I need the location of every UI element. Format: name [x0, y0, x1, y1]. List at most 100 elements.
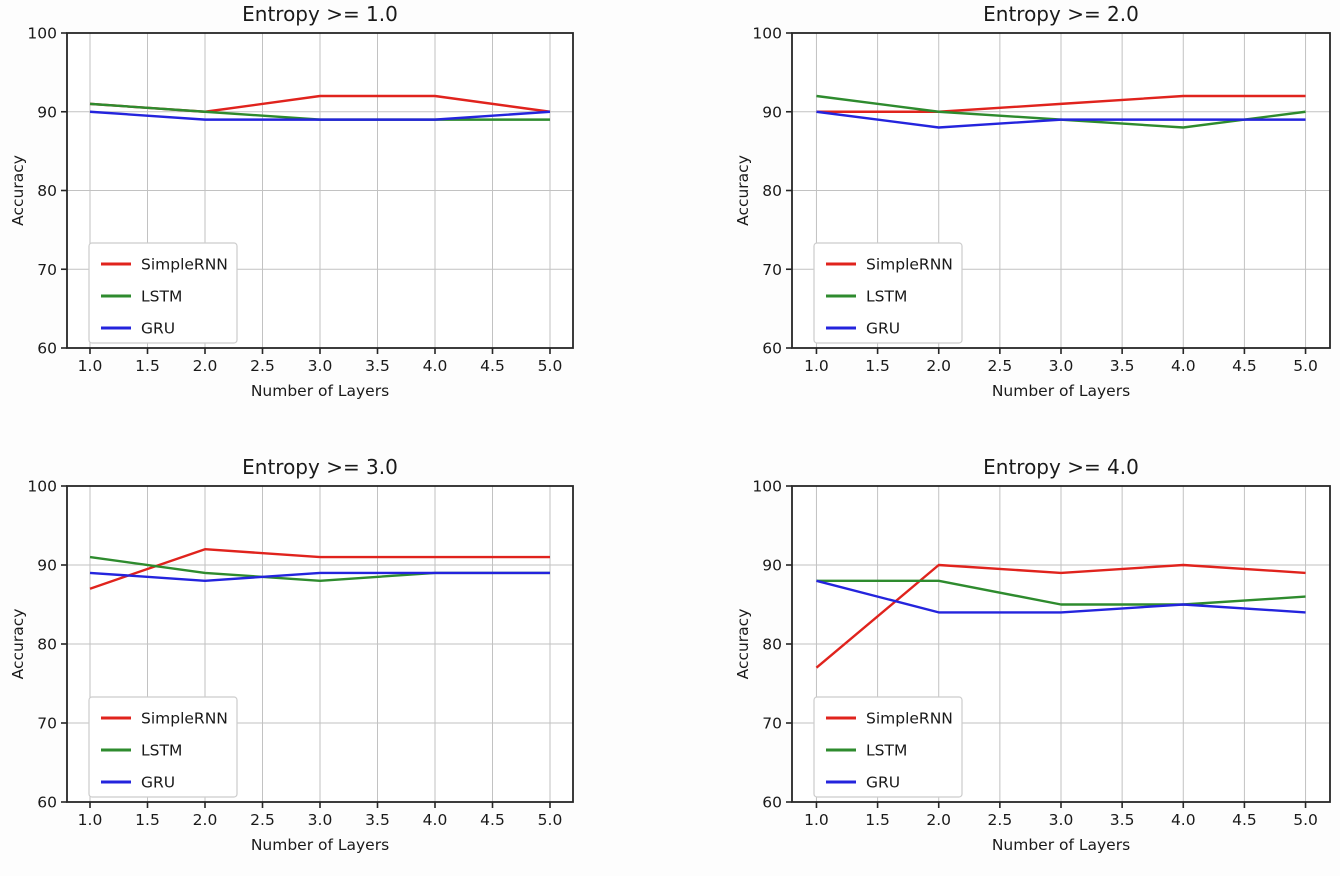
- x-tick-label: 2.0: [926, 811, 951, 829]
- subplot-entropy-ge-2: 1.0 1.5 2.0 2.5 3.0 3.5 4.0 4.5 5.0 60 70 80 90 100 En…: [670, 0, 1340, 438]
- y-tick-label: 90: [762, 103, 782, 121]
- y-tick-label: 90: [37, 557, 57, 575]
- x-tick-label: 2.0: [926, 357, 951, 375]
- subplot-entropy-ge-4: 1.0 1.5 2.0 2.5 3.0 3.5 4.0 4.5 5.0 60 70 80 90 100 En…: [670, 438, 1340, 876]
- legend-label-lstm: LSTM: [866, 288, 907, 306]
- x-tick-label: 1.0: [78, 357, 103, 375]
- x-axis-label: Number of Layers: [992, 382, 1130, 400]
- x-tick-label: 2.0: [193, 811, 218, 829]
- series-line-gru: [89, 110, 551, 121]
- chart-title: Entropy >= 4.0: [983, 455, 1139, 479]
- x-tick-label: 2.5: [250, 811, 275, 829]
- x-tick-label: 4.5: [480, 811, 505, 829]
- legend-label-gru: GRU: [866, 320, 900, 338]
- y-axis-label: Accuracy: [9, 609, 27, 680]
- x-tick-label: 4.0: [1171, 811, 1196, 829]
- y-tick-label: 60: [762, 340, 782, 358]
- x-tick-label: 4.5: [480, 357, 505, 375]
- series-line-gru: [816, 579, 1306, 614]
- y-tick-label: 80: [37, 636, 57, 654]
- x-tick-label: 5.0: [538, 357, 563, 375]
- legend-label-simplernn: SimpleRNN: [866, 256, 953, 274]
- legend-box: [88, 696, 238, 798]
- legend-label-simplernn: SimpleRNN: [141, 710, 228, 728]
- x-tick-label: 3.5: [1110, 357, 1135, 375]
- x-tick-label: 4.5: [1232, 357, 1257, 375]
- y-tick-label: 100: [752, 478, 782, 496]
- series-line-simplernn: [815, 563, 1306, 669]
- x-tick-label: 2.5: [988, 811, 1013, 829]
- x-tick-label: 3.5: [365, 357, 390, 375]
- x-tick-label: 1.5: [135, 811, 160, 829]
- y-tick-label: 60: [762, 794, 782, 812]
- legend-label-gru: GRU: [141, 320, 175, 338]
- x-tick-label: 2.5: [988, 357, 1013, 375]
- y-tick-label: 90: [37, 103, 57, 121]
- legend-box: [813, 242, 963, 344]
- series-line-simplernn: [89, 547, 550, 590]
- x-tick-label: 2.5: [250, 357, 275, 375]
- y-tick-label: 70: [762, 715, 782, 733]
- x-tick-label: 3.5: [1110, 811, 1135, 829]
- y-axis-label: Accuracy: [734, 155, 752, 226]
- legend: SimpleRNN LSTM GRU: [88, 696, 238, 798]
- line-chart: 1.0 1.5 2.0 2.5 3.0 3.5 4.0 4.5 5.0 60 70 80 90 100 En…: [9, 2, 574, 400]
- x-tick-label: 3.0: [1049, 357, 1074, 375]
- x-tick-label: 5.0: [1293, 811, 1318, 829]
- x-tick-label: 4.0: [1171, 357, 1196, 375]
- x-tick-label: 4.0: [423, 811, 448, 829]
- x-tick-label: 5.0: [1293, 357, 1318, 375]
- y-tick-label: 80: [762, 182, 782, 200]
- y-tick-label: 80: [762, 636, 782, 654]
- line-chart: 1.0 1.5 2.0 2.5 3.0 3.5 4.0 4.5 5.0 60 70 80 90 100 En…: [9, 455, 574, 854]
- series-line-gru: [816, 110, 1306, 129]
- chart-title: Entropy >= 1.0: [242, 2, 398, 26]
- y-tick-label: 100: [27, 478, 57, 496]
- legend-label-gru: GRU: [866, 774, 900, 792]
- x-tick-label: 1.5: [865, 811, 890, 829]
- y-axis-label: Accuracy: [9, 155, 27, 226]
- legend-box: [88, 242, 238, 344]
- line-chart: 1.0 1.5 2.0 2.5 3.0 3.5 4.0 4.5 5.0 60 70 80 90 100 En…: [734, 2, 1331, 400]
- x-tick-label: 1.0: [804, 357, 829, 375]
- y-tick-label: 60: [37, 340, 57, 358]
- x-tick-label: 3.0: [1049, 811, 1074, 829]
- y-tick-label: 100: [752, 25, 782, 43]
- x-tick-label: 4.5: [1232, 811, 1257, 829]
- x-axis-label: Number of Layers: [251, 382, 389, 400]
- y-tick-label: 80: [37, 182, 57, 200]
- legend-label-lstm: LSTM: [866, 742, 907, 760]
- series-line-lstm: [816, 579, 1306, 606]
- x-tick-label: 3.5: [365, 811, 390, 829]
- x-tick-label: 4.0: [423, 357, 448, 375]
- x-tick-label: 1.0: [78, 811, 103, 829]
- legend-label-lstm: LSTM: [141, 288, 182, 306]
- legend: SimpleRNN LSTM GRU: [813, 242, 963, 344]
- chart-title: Entropy >= 2.0: [983, 2, 1139, 26]
- x-axis-label: Number of Layers: [992, 836, 1130, 854]
- x-tick-label: 1.5: [135, 357, 160, 375]
- legend-label-simplernn: SimpleRNN: [141, 256, 228, 274]
- y-tick-label: 60: [37, 794, 57, 812]
- subplot-entropy-ge-1: 1.0 1.5 2.0 2.5 3.0 3.5 4.0 4.5 5.0 60 70 80 90 100 En…: [0, 0, 670, 438]
- legend: SimpleRNN LSTM GRU: [88, 242, 238, 344]
- x-tick-label: 3.0: [308, 811, 333, 829]
- x-tick-label: 5.0: [538, 811, 563, 829]
- legend-label-gru: GRU: [141, 774, 175, 792]
- x-tick-label: 1.5: [865, 357, 890, 375]
- x-tick-label: 3.0: [308, 357, 333, 375]
- y-axis-label: Accuracy: [734, 609, 752, 680]
- x-axis-label: Number of Layers: [251, 836, 389, 854]
- x-tick-label: 2.0: [193, 357, 218, 375]
- subplot-entropy-ge-3: 1.0 1.5 2.0 2.5 3.0 3.5 4.0 4.5 5.0 60 70 80 90 100 En…: [0, 438, 670, 876]
- x-tick-label: 1.0: [804, 811, 829, 829]
- legend-box: [813, 696, 963, 798]
- chart-title: Entropy >= 3.0: [242, 455, 398, 479]
- legend: SimpleRNN LSTM GRU: [813, 696, 963, 798]
- y-tick-label: 70: [762, 261, 782, 279]
- y-tick-label: 70: [37, 261, 57, 279]
- line-chart: 1.0 1.5 2.0 2.5 3.0 3.5 4.0 4.5 5.0 60 70 80 90 100 En…: [734, 455, 1331, 854]
- y-tick-label: 90: [762, 557, 782, 575]
- y-tick-label: 100: [27, 25, 57, 43]
